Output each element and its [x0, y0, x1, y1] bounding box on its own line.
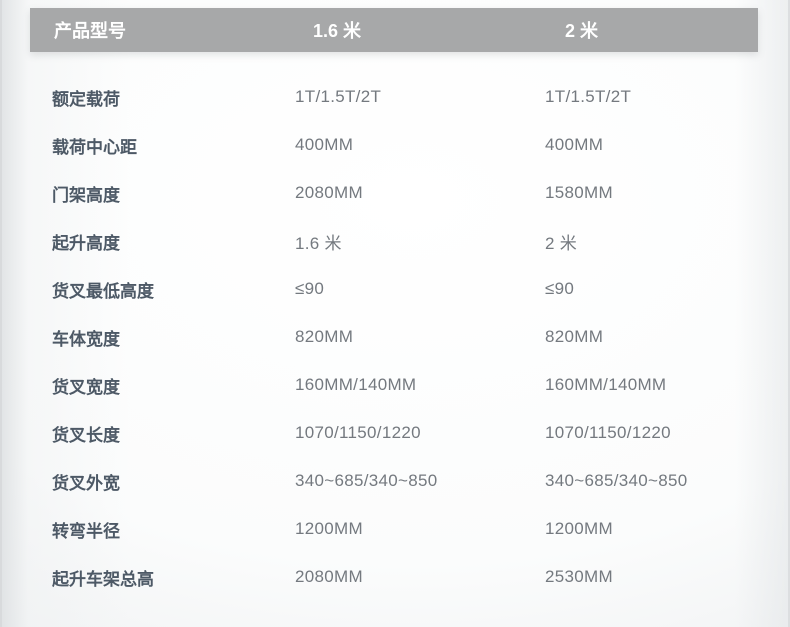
table-row-turning-radius: 转弯半径 1200MM 1200MM — [30, 505, 758, 553]
spec-label: 载荷中心距 — [52, 137, 137, 157]
spec-value-2m: 1580MM — [545, 183, 613, 202]
spec-value-2m: 2 米 — [545, 233, 578, 253]
spec-value-2m: 1T/1.5T/2T — [545, 87, 632, 106]
table-row-mast-height: 门架高度 2080MM 1580MM — [30, 169, 758, 217]
spec-label: 货叉宽度 — [52, 377, 120, 397]
header-product-model: 产品型号 — [54, 21, 126, 41]
spec-label: 转弯半径 — [52, 521, 120, 541]
spec-value-2m: ≤90 — [545, 279, 575, 298]
header-model-1-6m: 1.6 米 — [313, 21, 362, 41]
spec-value-1-6m: 1.6 米 — [295, 233, 342, 253]
table-row-load-center: 载荷中心距 400MM 400MM — [30, 121, 758, 169]
spec-value-1-6m: 1070/1150/1220 — [295, 423, 421, 442]
spec-label: 货叉长度 — [52, 425, 120, 445]
table-row-fork-min-height: 货叉最低高度 ≤90 ≤90 — [30, 265, 758, 313]
spec-value-2m: 820MM — [545, 327, 604, 346]
spec-value-1-6m: 160MM/140MM — [295, 375, 417, 394]
table-row-fork-length: 货叉长度 1070/1150/1220 1070/1150/1220 — [30, 409, 758, 457]
table-row-body-width: 车体宽度 820MM 820MM — [30, 313, 758, 361]
table-row-fork-width: 货叉宽度 160MM/140MM 160MM/140MM — [30, 361, 758, 409]
header-model-2m: 2 米 — [565, 21, 599, 41]
spec-value-1-6m: 1200MM — [295, 519, 363, 538]
spec-value-1-6m: 2080MM — [295, 183, 363, 202]
spec-value-1-6m: 820MM — [295, 327, 354, 346]
spec-label: 额定载荷 — [52, 89, 120, 109]
table-row-lift-height: 起升高度 1.6 米 2 米 — [30, 217, 758, 265]
spec-value-2m: 340~685/340~850 — [545, 471, 688, 490]
spec-value-1-6m: 1T/1.5T/2T — [295, 87, 382, 106]
table-row-rated-load: 额定载荷 1T/1.5T/2T 1T/1.5T/2T — [30, 73, 758, 121]
spec-table-body: 额定载荷 1T/1.5T/2T 1T/1.5T/2T 载荷中心距 400MM 4… — [30, 73, 758, 601]
table-row-lift-frame-total-height: 起升车架总高 2080MM 2530MM — [30, 553, 758, 601]
spec-value-2m: 160MM/140MM — [545, 375, 667, 394]
spec-value-1-6m: 2080MM — [295, 567, 363, 586]
spec-value-2m: 1070/1150/1220 — [545, 423, 671, 442]
spec-value-2m: 400MM — [545, 135, 604, 154]
spec-label: 起升车架总高 — [52, 569, 154, 589]
spec-label: 货叉最低高度 — [52, 281, 154, 301]
spec-label: 门架高度 — [52, 185, 120, 205]
spec-table-header: 产品型号 1.6 米 2 米 — [30, 8, 758, 52]
spec-value-2m: 2530MM — [545, 567, 613, 586]
spec-label: 车体宽度 — [52, 329, 120, 349]
spec-label: 货叉外宽 — [52, 473, 120, 493]
spec-value-1-6m: ≤90 — [295, 279, 325, 298]
spec-value-1-6m: 340~685/340~850 — [295, 471, 438, 490]
spec-label: 起升高度 — [52, 233, 120, 253]
spec-value-2m: 1200MM — [545, 519, 613, 538]
spec-value-1-6m: 400MM — [295, 135, 354, 154]
table-row-fork-outer-width: 货叉外宽 340~685/340~850 340~685/340~850 — [30, 457, 758, 505]
